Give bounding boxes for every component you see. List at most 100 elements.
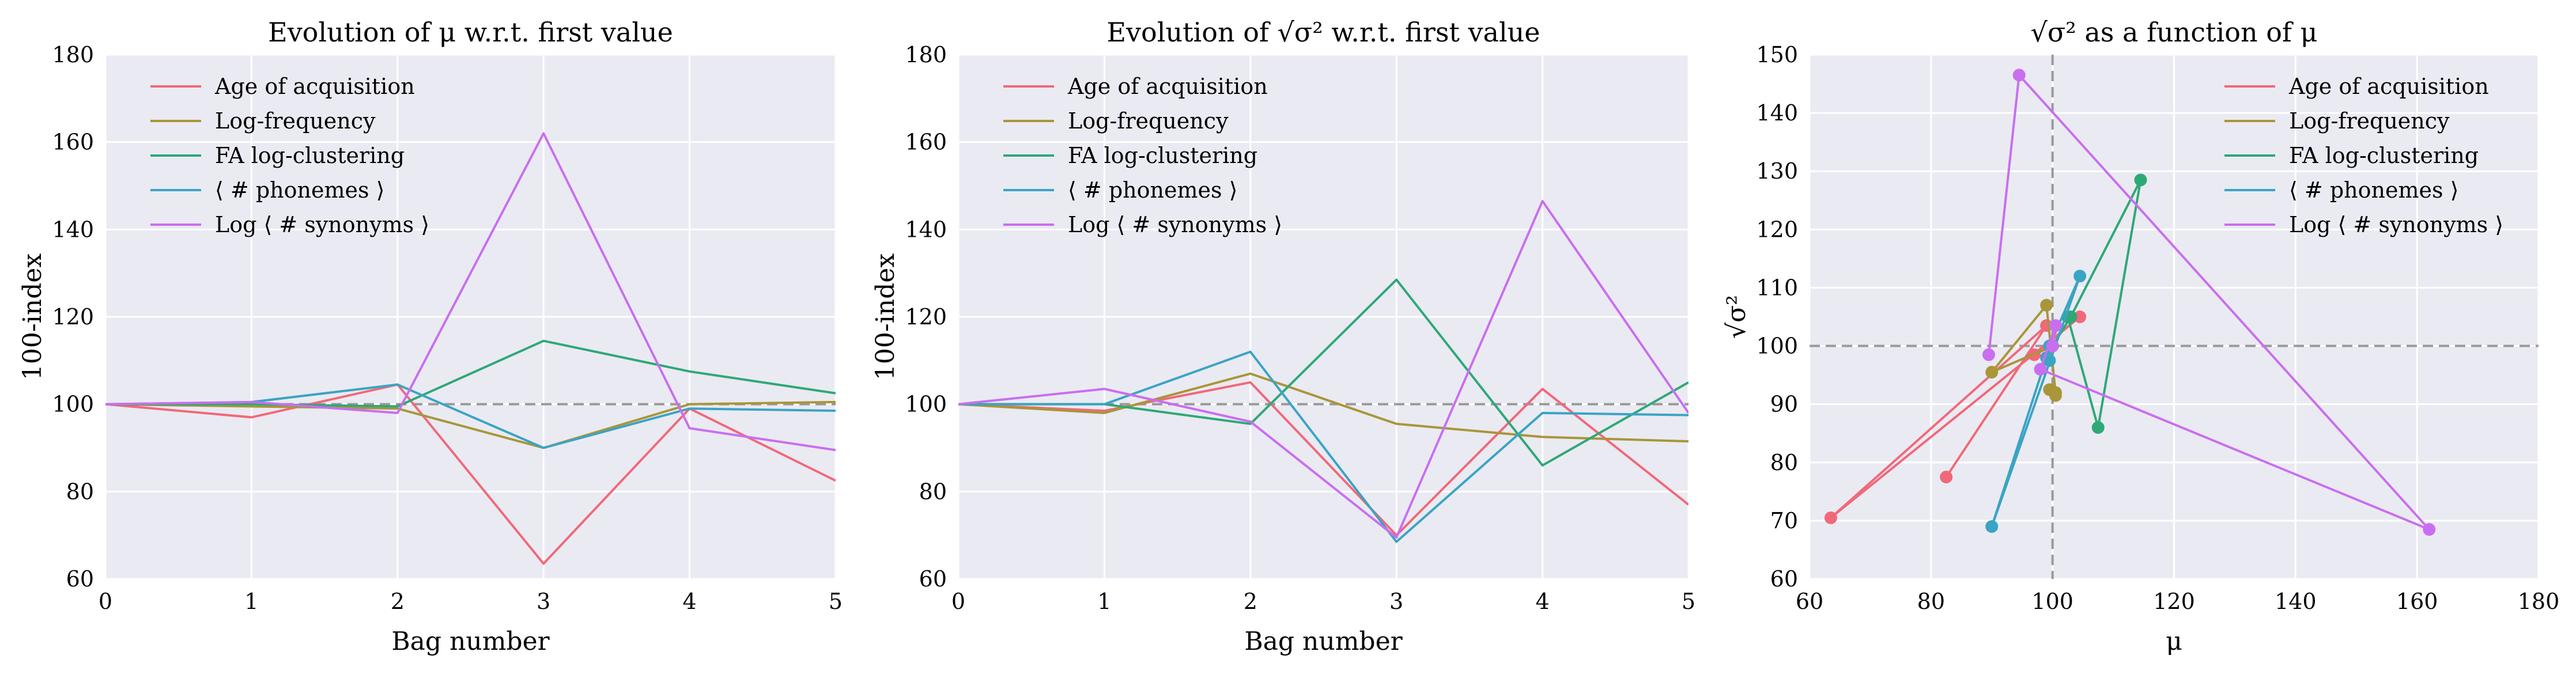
legend-label: Log ⟨ # synonyms ⟩ <box>1068 212 1282 237</box>
x-tick-label: 100 <box>2031 589 2073 614</box>
legend-label: FA log-clustering <box>215 143 405 168</box>
legend-item: ⟨ # phonemes ⟩ <box>2224 177 2458 203</box>
panel-1: 0 1 2 3 4 5 60 80 100 120 140 160 180 Evolution of μ … <box>18 17 843 656</box>
series-5-line <box>958 200 1689 539</box>
x-axis-label: μ <box>2166 627 2182 656</box>
y-tick-label: 150 <box>1756 42 1798 67</box>
x-tick-label: 80 <box>1917 589 1945 614</box>
legend-item: Log-frequency <box>150 108 376 134</box>
x-tick-label: 5 <box>1682 589 1695 614</box>
legend-item: FA log-clustering <box>1003 143 1257 168</box>
series-4-point <box>2073 270 2087 283</box>
series-2-point <box>2049 389 2062 402</box>
x-tick-label: 180 <box>2518 589 2560 614</box>
y-tick-label: 140 <box>1756 100 1798 126</box>
y-tick-label: 120 <box>905 304 947 330</box>
y-tick-label: 100 <box>52 392 94 417</box>
legend-label: Log ⟨ # synonyms ⟩ <box>2289 212 2503 237</box>
x-tick-label: 60 <box>1796 589 1823 614</box>
series-1-line <box>105 383 836 565</box>
y-tick-label: 80 <box>1770 450 1798 475</box>
series-5-point <box>2423 523 2436 536</box>
chart-title: √σ² as a function of μ <box>2031 17 2318 48</box>
y-tick-label: 60 <box>919 566 947 592</box>
legend-item: Log-frequency <box>2224 108 2450 134</box>
y-tick-label: 110 <box>1756 275 1798 300</box>
plot-area <box>105 132 836 565</box>
y-axis-label: √σ² <box>1722 295 1751 339</box>
legend: Age of acquisition Log-frequency FA log-cl… <box>150 74 429 237</box>
series-4-point <box>1985 520 1999 533</box>
y-tick-label: 80 <box>66 479 94 504</box>
x-tick-label: 1 <box>244 589 258 614</box>
legend-label: Age of acquisition <box>2288 74 2489 99</box>
series-1-point <box>1940 471 1953 484</box>
x-tick-label: 4 <box>1536 589 1550 614</box>
x-tick-label: 5 <box>829 589 843 614</box>
y-tick-label: 120 <box>52 304 94 330</box>
series-2-point <box>1985 366 1999 379</box>
legend-item: ⟨ # phonemes ⟩ <box>150 177 384 203</box>
y-axis-label: 100-index <box>18 253 47 380</box>
series-4-line <box>958 350 1689 543</box>
legend-label: ⟨ # phonemes ⟩ <box>1068 177 1237 203</box>
legend-item: Log-frequency <box>1003 108 1229 134</box>
y-tick-label: 140 <box>905 217 947 242</box>
chart-title: Evolution of μ w.r.t. first value <box>268 17 673 48</box>
legend: Age of acquisition Log-frequency FA log-cl… <box>2224 74 2503 237</box>
legend-label: ⟨ # phonemes ⟩ <box>2289 177 2458 203</box>
panel-2: 0 1 2 3 4 5 60 80 100 120 140 160 180 Evolution of √σ… <box>871 17 1695 656</box>
legend-item: FA log-clustering <box>150 143 405 168</box>
x-tick-label: 140 <box>2275 589 2317 614</box>
x-axis-label: Bag number <box>391 627 550 656</box>
legend-label: ⟨ # phonemes ⟩ <box>215 177 384 203</box>
x-tick-label: 0 <box>99 589 112 614</box>
series-1-line <box>958 381 1689 537</box>
x-tick-label: 3 <box>537 589 550 614</box>
series-5-point <box>2049 319 2062 332</box>
y-tick-label: 60 <box>66 566 94 592</box>
x-tick-label: 3 <box>1389 589 1403 614</box>
series-1-point <box>1824 511 1837 524</box>
legend-item: Age of acquisition <box>150 74 415 99</box>
series-1-point <box>2073 311 2087 323</box>
x-axis-label: Bag number <box>1244 627 1403 656</box>
legend-label: FA log-clustering <box>1068 143 1257 168</box>
legend-label: Age of acquisition <box>1067 74 1268 99</box>
y-tick-label: 140 <box>52 217 94 242</box>
series-3-point <box>2091 421 2105 434</box>
series-2-line <box>105 400 836 449</box>
series-3-point <box>2134 173 2147 187</box>
y-tick-label: 160 <box>52 130 94 155</box>
legend-label: FA log-clustering <box>2289 143 2479 168</box>
y-tick-label: 100 <box>905 392 947 417</box>
series-2-line <box>958 372 1689 443</box>
legend-label: Log-frequency <box>215 108 376 134</box>
legend-label: Age of acquisition <box>214 74 415 99</box>
series-5-line <box>105 132 836 452</box>
y-tick-label: 120 <box>1756 217 1798 242</box>
chart-title: Evolution of √σ² w.r.t. first value <box>1106 17 1540 48</box>
y-tick-label: 180 <box>52 42 94 67</box>
y-tick-label: 160 <box>905 130 947 155</box>
legend-item: Log ⟨ # synonyms ⟩ <box>1003 212 1282 237</box>
legend-item: FA log-clustering <box>2224 143 2479 168</box>
x-tick-label: 160 <box>2396 589 2438 614</box>
series-3-line <box>105 339 836 408</box>
y-axis-label: 100-index <box>871 253 900 380</box>
legend-item: Log ⟨ # synonyms ⟩ <box>2224 212 2503 237</box>
y-tick-label: 100 <box>1756 334 1798 359</box>
plot-area <box>1810 55 2539 579</box>
y-tick-label: 90 <box>1770 392 1798 417</box>
series-2-point <box>2040 298 2053 312</box>
y-tick-label: 180 <box>905 42 947 67</box>
x-tick-label: 2 <box>391 589 405 614</box>
legend-label: Log-frequency <box>1068 108 1229 134</box>
x-tick-label: 1 <box>1097 589 1111 614</box>
series-5-point <box>2046 339 2059 353</box>
y-tick-label: 80 <box>919 479 947 504</box>
panel-3: 60 80 100 120 140 160 180 60 70 80 90 100 110 120 130 1… <box>1722 17 2559 656</box>
legend-item: Age of acquisition <box>2224 74 2489 99</box>
legend-item: Age of acquisition <box>1003 74 1268 99</box>
legend: Age of acquisition Log-frequency FA log-cl… <box>1003 74 1282 237</box>
